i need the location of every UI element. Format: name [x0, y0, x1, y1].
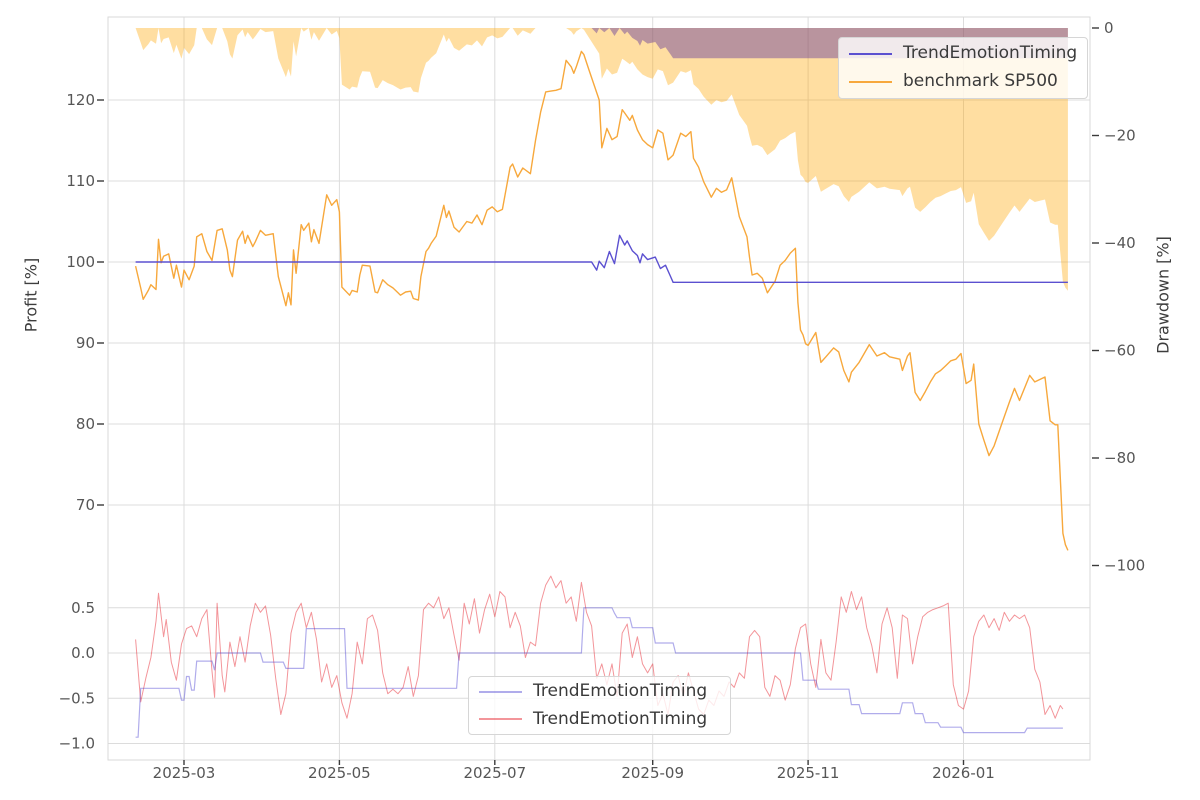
x-tick-label: 2026-01: [932, 764, 995, 782]
oscillator-signal-line: [135, 575, 1064, 719]
legend-bottom-label-position: TrendEmotionTiming: [533, 680, 708, 701]
gridlines: [108, 17, 1090, 760]
oscillator-strategy-line: [135, 607, 1063, 738]
legend-bottom-row-signal: TrendEmotionTiming: [479, 708, 720, 730]
profit-tick-label: 80: [76, 415, 95, 433]
x-tick-label: 2025-03: [153, 764, 216, 782]
profit-tick-label: 90: [76, 334, 95, 352]
strategy-profit-line: [135, 234, 1068, 283]
legend-main-row-benchmark: benchmark SP500: [849, 71, 1077, 92]
legend-bottom-row-position: TrendEmotionTiming: [479, 680, 720, 702]
drawdown-tick-label: −80: [1104, 449, 1136, 467]
drawdown-tick-label: −100: [1104, 557, 1145, 575]
profit-tick-label: 100: [66, 253, 95, 271]
x-tick-label: 2025-05: [308, 764, 371, 782]
oscillator-red-line-sample: [479, 718, 522, 721]
profit-tick-label: 70: [76, 496, 95, 514]
axis-ticks: 70 80 90 100 110 120 0.5 0.0 −0.5 −1.0 0 −20 −40 −60 −…: [59, 19, 1146, 782]
drawdown-tick-label: −20: [1104, 127, 1136, 145]
x-tick-label: 2025-11: [777, 764, 840, 782]
legend-main: TrendEmotionTiming benchmark SP500: [838, 37, 1088, 99]
strategy-drawdown-area: [135, 28, 1068, 59]
benchmark-drawdown-area: [135, 28, 1068, 291]
drawdown-axis-title: Drawdown [%]: [1153, 236, 1173, 354]
oscillator-tick-label: −0.5: [59, 689, 95, 707]
drawdown-tick-label: 0: [1104, 19, 1114, 37]
legend-bottom-label-signal: TrendEmotionTiming: [533, 708, 708, 729]
oscillator-tick-label: −1.0: [59, 735, 95, 753]
drawdown-tick-label: −60: [1104, 342, 1136, 360]
oscillator-tick-label: 0.5: [71, 599, 95, 617]
oscillator-blue-line-sample: [479, 690, 522, 693]
legend-main-label-benchmark: benchmark SP500: [903, 71, 1058, 91]
benchmark-profit-line: [134, 50, 1069, 551]
x-tick-label: 2025-07: [463, 764, 526, 782]
strategy-line-sample: [849, 53, 892, 56]
legend-bottom: TrendEmotionTiming TrendEmotionTiming: [468, 676, 731, 735]
profit-axis-title: Profit [%]: [21, 257, 41, 333]
plot-border: [107, 16, 1091, 761]
profit-tick-label: 120: [66, 91, 95, 109]
legend-main-row-strategy: TrendEmotionTiming: [849, 44, 1077, 64]
benchmark-line-sample: [849, 80, 892, 83]
x-tick-label: 2025-09: [621, 764, 684, 782]
legend-main-label-strategy: TrendEmotionTiming: [903, 43, 1078, 64]
profit-tick-label: 110: [66, 172, 95, 190]
oscillator-tick-label: 0.0: [71, 644, 95, 662]
drawdown-tick-label: −40: [1104, 234, 1136, 252]
